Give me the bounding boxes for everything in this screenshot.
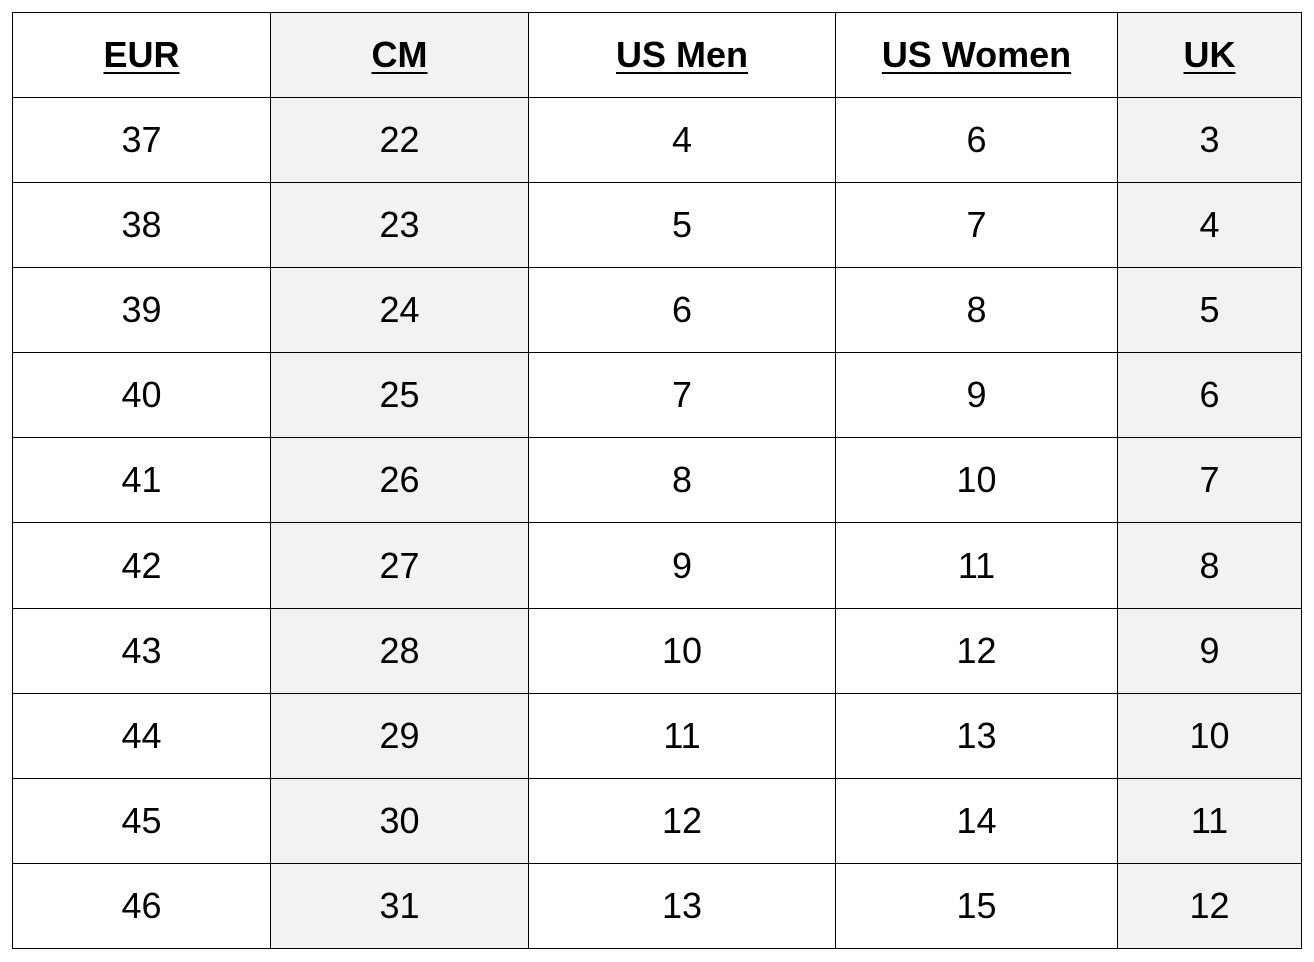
cell-eur: 41: [12, 437, 271, 524]
table-row: 44 29 11 13 10: [12, 692, 1302, 779]
cell-us-women: 10: [835, 437, 1118, 524]
cell-us-women: 7: [835, 182, 1118, 269]
cell-eur: 42: [12, 522, 271, 609]
cell-us-men: 11: [528, 692, 836, 779]
cell-eur: 44: [12, 692, 271, 779]
cell-uk: 8: [1117, 522, 1302, 609]
cell-cm: 28: [270, 607, 529, 694]
cell-us-women: 12: [835, 607, 1118, 694]
table-row: 42 27 9 11 8: [12, 522, 1302, 609]
cell-cm: 30: [270, 777, 529, 864]
cell-us-women: 13: [835, 692, 1118, 779]
cell-us-men: 6: [528, 267, 836, 354]
cell-uk: 10: [1117, 692, 1302, 779]
cell-uk: 9: [1117, 607, 1302, 694]
header-eur: EUR: [12, 12, 271, 98]
header-us-women: US Women: [835, 12, 1118, 98]
cell-cm: 26: [270, 437, 529, 524]
cell-eur: 38: [12, 182, 271, 269]
cell-us-women: 11: [835, 522, 1118, 609]
cell-us-men: 4: [528, 96, 836, 184]
cell-eur: 40: [12, 352, 271, 439]
cell-us-men: 13: [528, 862, 836, 950]
table-body: 37 22 4 6 3 38 23 5 7 4 39 24 6 8 5 40 2…: [12, 96, 1302, 950]
table-row: 45 30 12 14 11: [12, 777, 1302, 864]
cell-us-women: 14: [835, 777, 1118, 864]
cell-cm: 22: [270, 96, 529, 184]
cell-eur: 46: [12, 862, 271, 950]
cell-cm: 23: [270, 182, 529, 269]
cell-uk: 6: [1117, 352, 1302, 439]
cell-eur: 45: [12, 777, 271, 864]
cell-us-women: 6: [835, 96, 1118, 184]
table-row: 43 28 10 12 9: [12, 607, 1302, 694]
cell-cm: 24: [270, 267, 529, 354]
header-row: EUR CM US Men US Women UK: [12, 12, 1302, 98]
cell-cm: 25: [270, 352, 529, 439]
cell-uk: 11: [1117, 777, 1302, 864]
cell-cm: 27: [270, 522, 529, 609]
cell-uk: 12: [1117, 862, 1302, 950]
cell-us-men: 5: [528, 182, 836, 269]
table-row: 39 24 6 8 5: [12, 267, 1302, 354]
table-row: 37 22 4 6 3: [12, 96, 1302, 184]
cell-uk: 5: [1117, 267, 1302, 354]
cell-us-men: 7: [528, 352, 836, 439]
cell-eur: 39: [12, 267, 271, 354]
header-us-men: US Men: [528, 12, 836, 98]
cell-us-men: 12: [528, 777, 836, 864]
table-row: 38 23 5 7 4: [12, 182, 1302, 269]
table-row: 40 25 7 9 6: [12, 352, 1302, 439]
cell-uk: 3: [1117, 96, 1302, 184]
cell-cm: 31: [270, 862, 529, 950]
header-uk: UK: [1117, 12, 1302, 98]
cell-us-women: 15: [835, 862, 1118, 950]
cell-us-women: 9: [835, 352, 1118, 439]
cell-us-men: 9: [528, 522, 836, 609]
cell-uk: 4: [1117, 182, 1302, 269]
cell-us-men: 10: [528, 607, 836, 694]
header-cm: CM: [270, 12, 529, 98]
cell-eur: 37: [12, 96, 271, 184]
cell-us-men: 8: [528, 437, 836, 524]
cell-cm: 29: [270, 692, 529, 779]
table-row: 41 26 8 10 7: [12, 437, 1302, 524]
cell-us-women: 8: [835, 267, 1118, 354]
cell-eur: 43: [12, 607, 271, 694]
cell-uk: 7: [1117, 437, 1302, 524]
size-conversion-table: EUR CM US Men US Women UK 37 22 4 6 3 38…: [12, 12, 1302, 950]
table-row: 46 31 13 15 12: [12, 862, 1302, 950]
